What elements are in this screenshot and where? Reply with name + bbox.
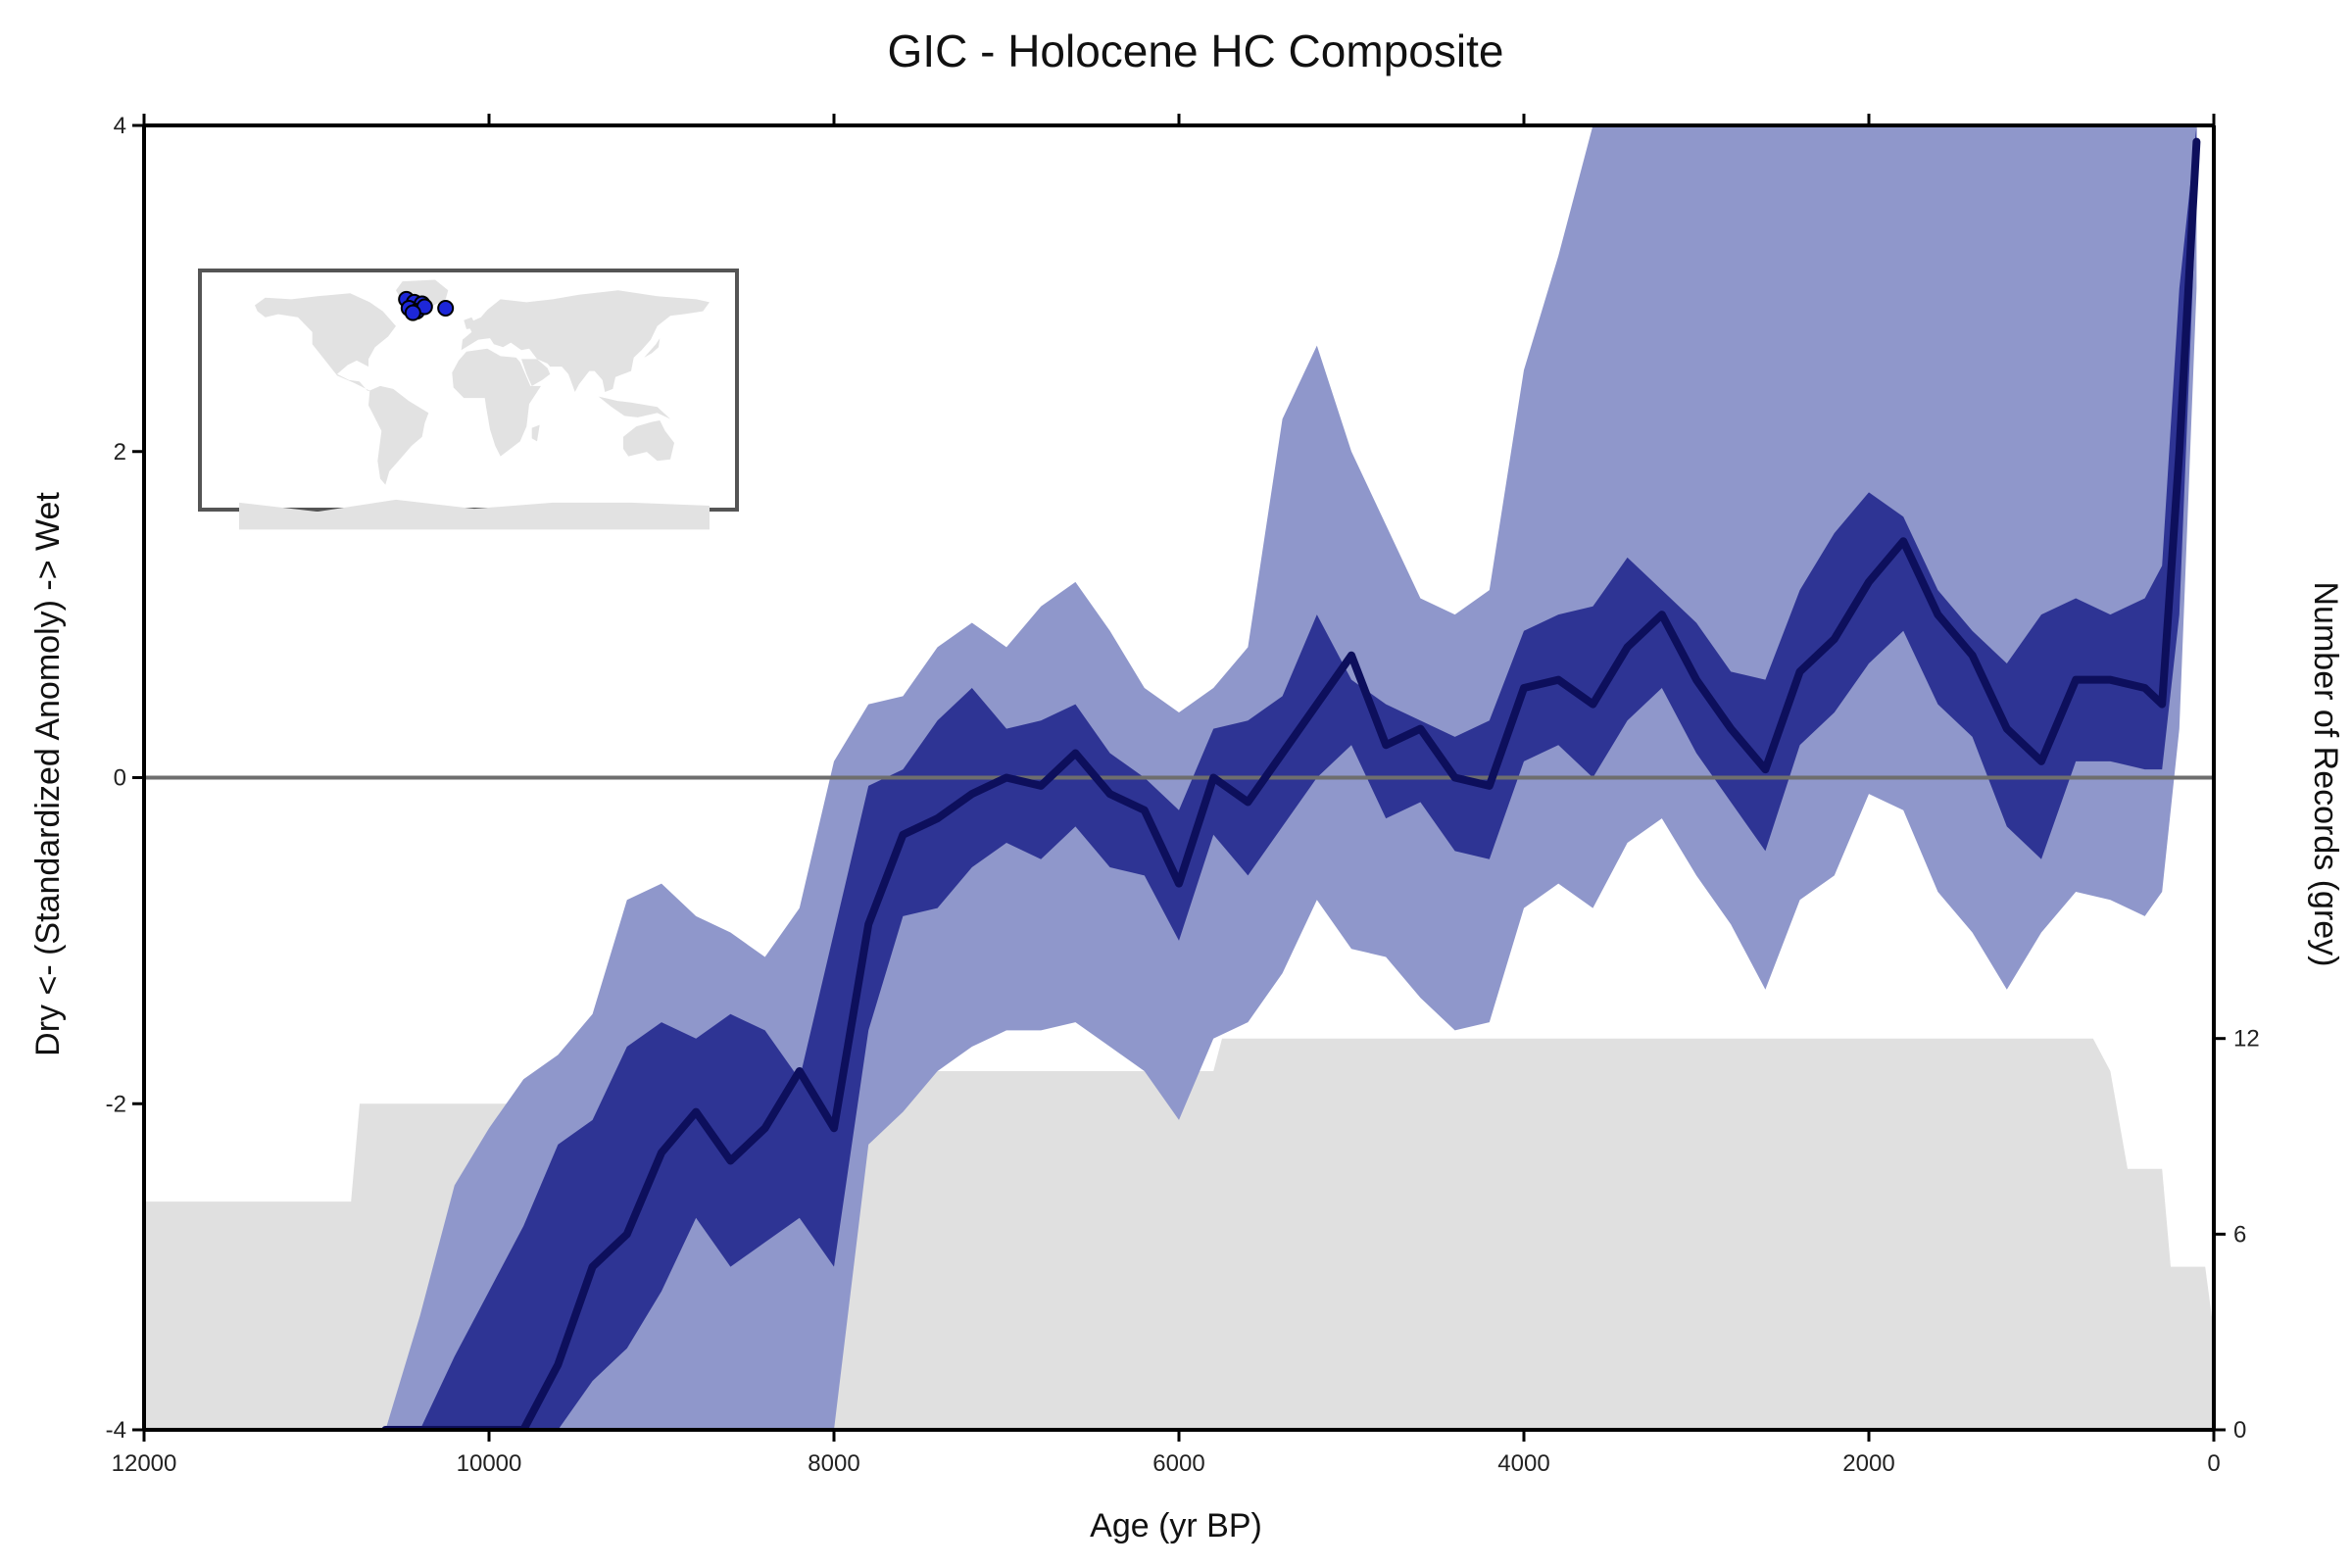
y-tick-label: 4 [114, 113, 126, 139]
world-landmass [239, 279, 710, 530]
landmass-south-america [368, 385, 429, 485]
x-tick-label: 2000 [1842, 1450, 1894, 1477]
record-sites [398, 290, 455, 321]
inset-map [198, 269, 739, 530]
y2-axis-title: Number of Records (grey) [2307, 581, 2344, 966]
x-tick-label: 6000 [1152, 1450, 1204, 1477]
landmass-north-america [255, 293, 396, 392]
plot-area [144, 125, 2214, 1430]
x-tick-label: 8000 [808, 1450, 859, 1477]
record-site-marker [404, 304, 421, 321]
landmass-japan [644, 338, 661, 358]
y2-tick-label: 12 [2233, 1026, 2260, 1053]
x-tick-label: 0 [2207, 1450, 2220, 1477]
landmass-madagascar [531, 424, 540, 442]
y-tick-label: 2 [114, 439, 126, 466]
landmass-africa [452, 348, 541, 457]
y2-tick-label: 0 [2233, 1417, 2246, 1444]
x-tick-label: 4000 [1497, 1450, 1549, 1477]
record-site-marker [437, 300, 455, 318]
landmass-antarctica [239, 499, 710, 530]
y-tick-label: -4 [106, 1417, 126, 1444]
landmass-british-isles [464, 317, 477, 329]
plot-clipped-group [144, 125, 2214, 1430]
median-line [381, 137, 2201, 1430]
landmass-arabia [521, 359, 551, 386]
x-tick-label: 10000 [457, 1450, 522, 1477]
x-tick-label: 12000 [112, 1450, 177, 1477]
chart-title: GIC - Holocene HC Composite [888, 25, 1504, 76]
landmass-indonesia [598, 396, 670, 419]
axes: 12000 10000 8000 6000 4000 2000 0 -4 -2 0 2 4 0 6 12 [106, 113, 2260, 1477]
y-tick-label: -2 [106, 1091, 126, 1117]
y-tick-label: 0 [114, 765, 126, 792]
landmass-australia [623, 420, 674, 462]
y-axis-title: Dry <- (Standardized Anomoly) -> Wet [29, 492, 67, 1056]
landmass-eurasia [461, 290, 710, 392]
y2-tick-label: 6 [2233, 1221, 2246, 1248]
x-axis-title: Age (yr BP) [1090, 1507, 1262, 1544]
